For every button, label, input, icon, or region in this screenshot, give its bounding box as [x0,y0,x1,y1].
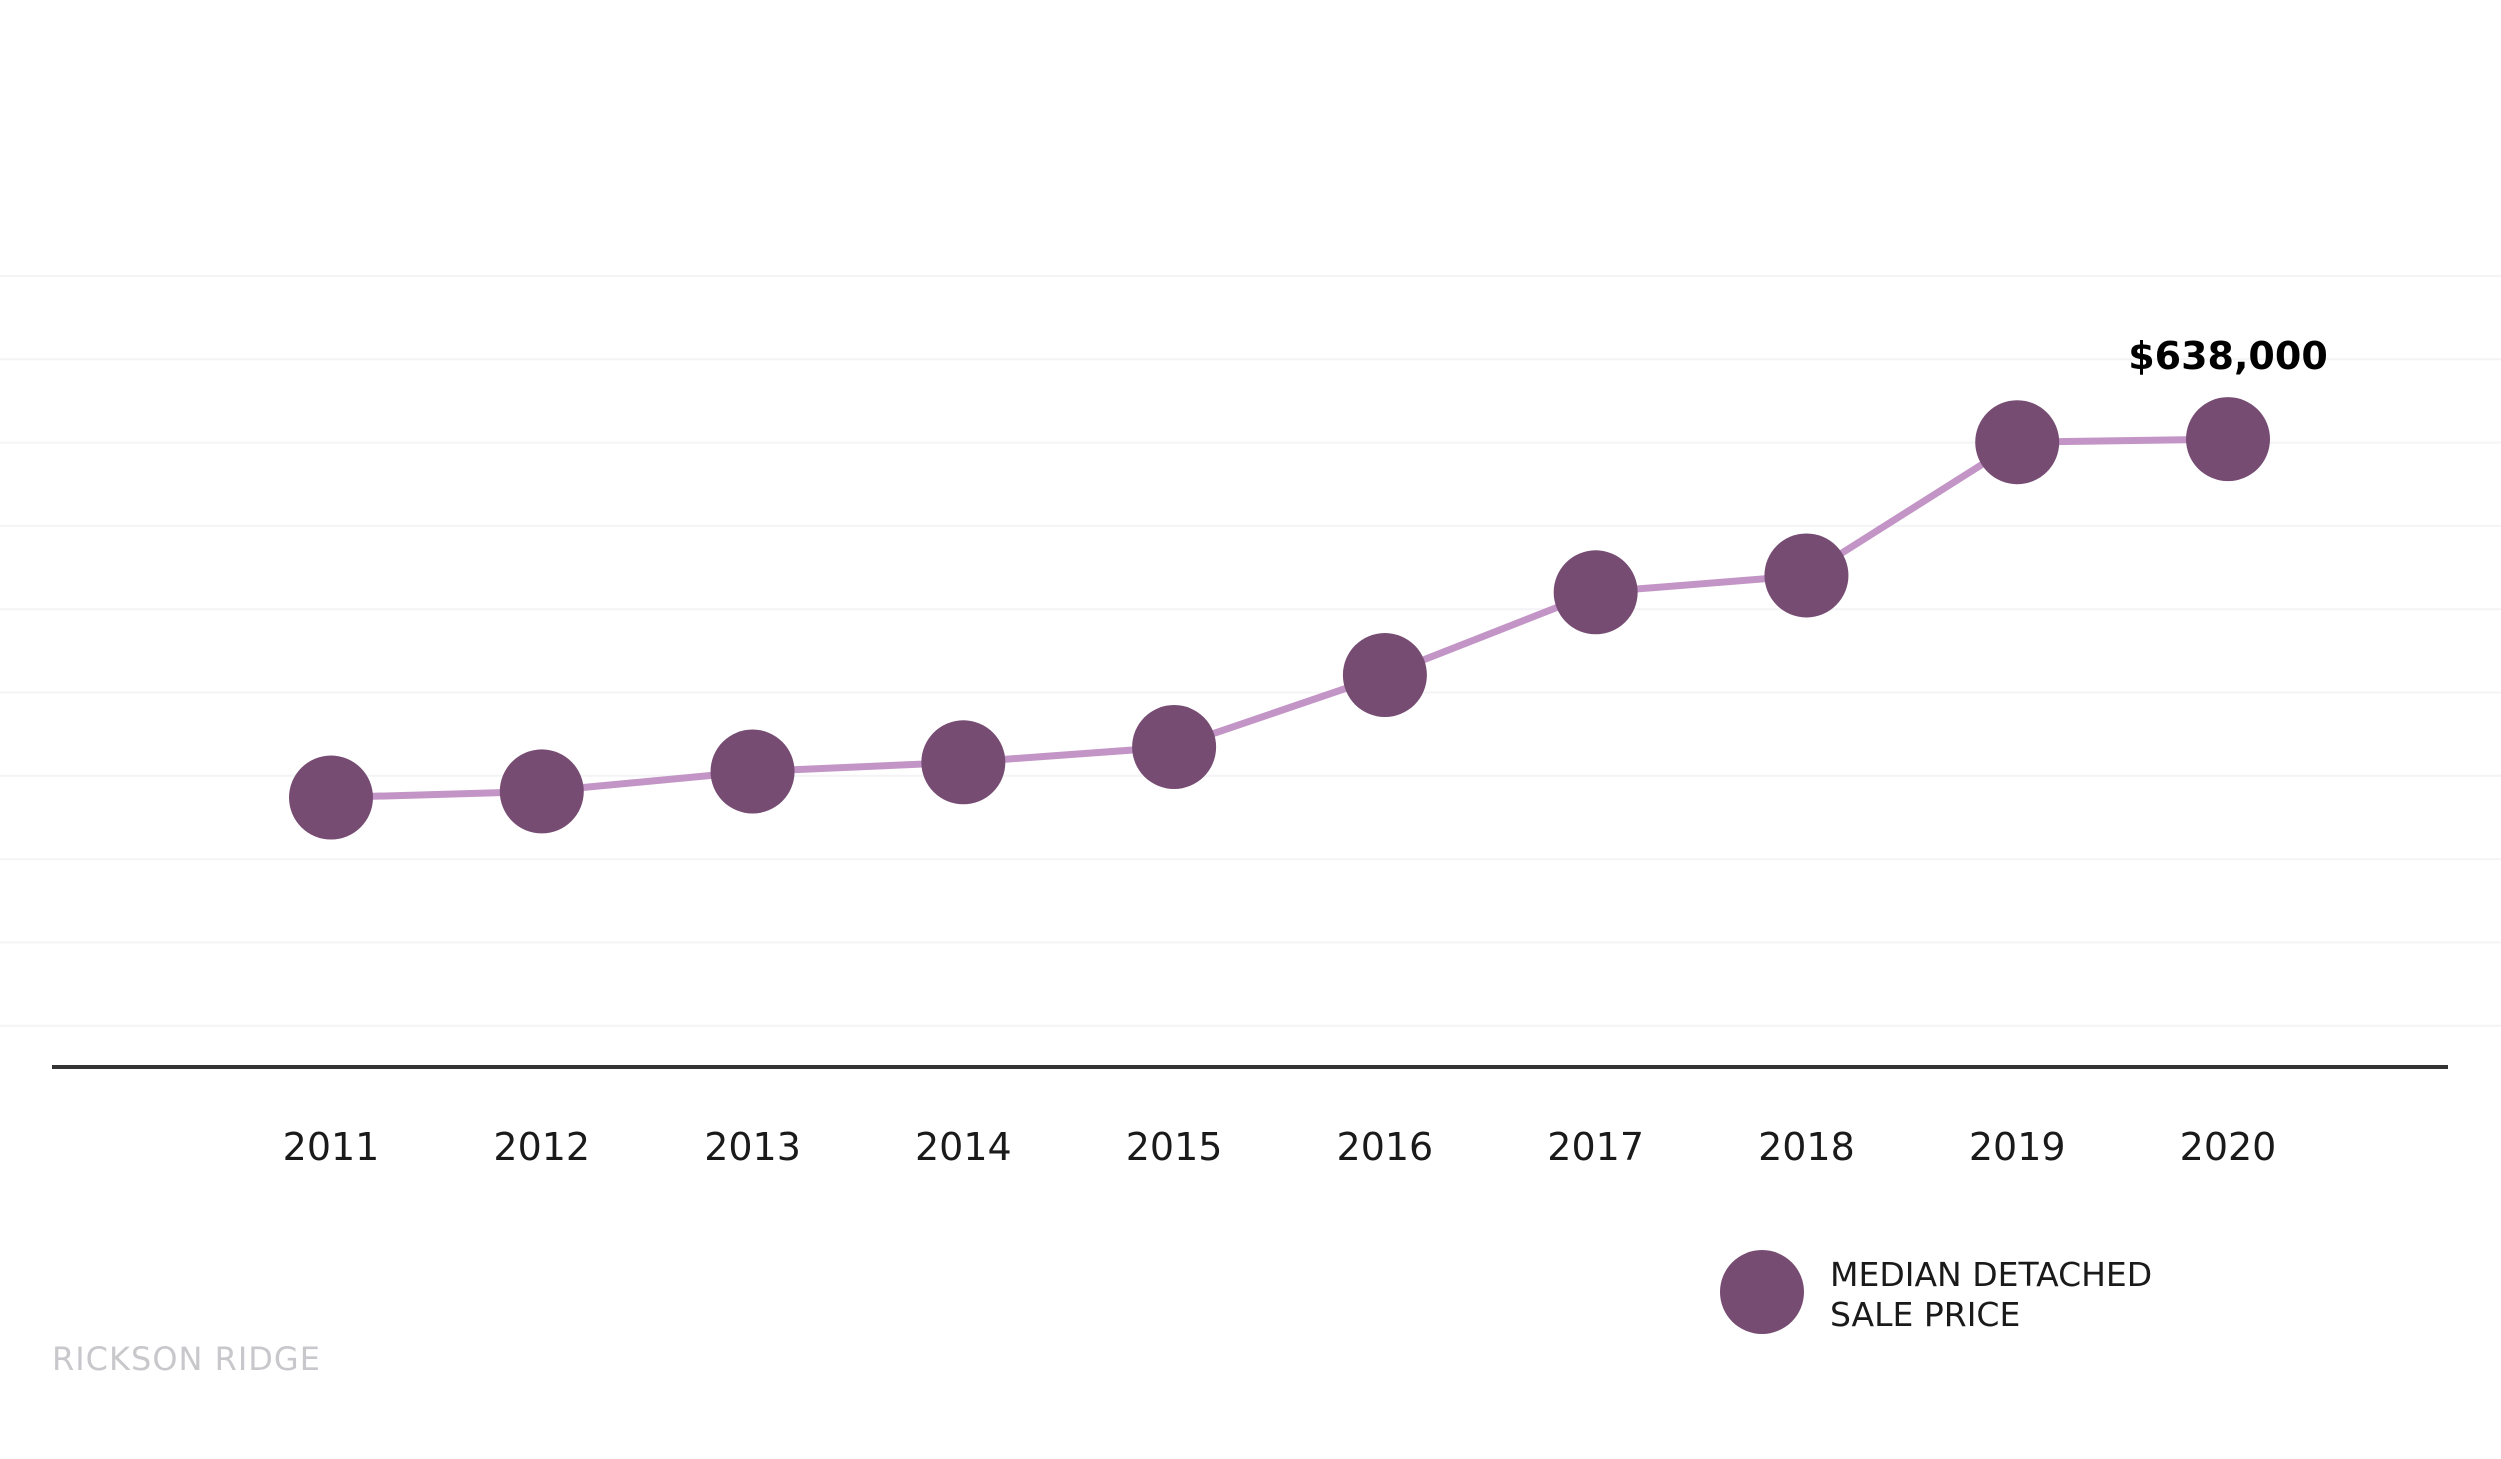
x-tick-label-2012: 2012 [493,1125,590,1169]
data-point-2019 [1975,400,2060,485]
data-point-2011 [289,755,373,840]
data-markers [289,397,2270,840]
data-point-2013 [710,729,795,814]
data-point-2018 [1764,533,1849,618]
x-tick-label-2018: 2018 [1758,1125,1855,1169]
data-point-2020 [2186,397,2270,482]
data-labels: $638,000 [2128,334,2328,378]
brand-watermark: RICKSON RIDGE [52,1340,321,1378]
data-point-2016 [1342,633,1427,718]
data-label-2020: $638,000 [2128,334,2328,378]
data-point-2015 [1132,704,1217,789]
x-tick-label-2011: 2011 [283,1125,380,1169]
gridlines [0,275,2501,1027]
x-tick-labels: 2011 2012 2013 2014 2015 2016 2017 2018 2019 2020 [283,1125,2277,1169]
legend: MEDIAN DETACHED SALE PRICE [1720,1250,2163,1334]
legend-marker [1720,1250,1804,1334]
x-tick-label-2017: 2017 [1547,1125,1644,1169]
legend-label: MEDIAN DETACHED SALE PRICE [1830,1255,2163,1334]
x-tick-label-2013: 2013 [704,1125,801,1169]
series-line [330,435,2229,802]
x-tick-label-2015: 2015 [1126,1125,1223,1169]
legend-label-line-1: MEDIAN DETACHED [1830,1255,2152,1294]
data-point-2012 [499,749,584,834]
data-point-2017 [1553,550,1638,635]
x-tick-label-2016: 2016 [1337,1125,1434,1169]
x-tick-label-2019: 2019 [1969,1125,2066,1169]
x-tick-label-2020: 2020 [2180,1125,2277,1169]
data-point-2014 [921,720,1006,805]
legend-label-line-2: SALE PRICE [1830,1295,2020,1334]
x-tick-label-2014: 2014 [915,1125,1012,1169]
